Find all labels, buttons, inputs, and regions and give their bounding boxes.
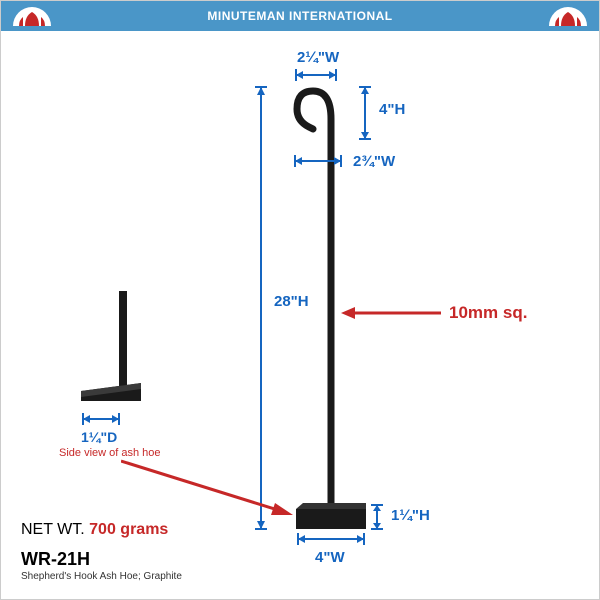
- dim-total-height: 28"H: [274, 293, 309, 310]
- dim-side-depth-bracket: [81, 413, 121, 427]
- net-weight-label: NET WT.: [21, 521, 85, 538]
- dim-hook-height-bracket: [359, 85, 373, 141]
- dim-base-width-bracket: [296, 533, 366, 547]
- net-weight-value: 700 grams: [89, 521, 168, 538]
- dim-side-depth: 1¼"D: [81, 429, 117, 445]
- dim-hook-width-bracket: [294, 69, 338, 83]
- net-weight: NET WT. 700 grams: [21, 521, 168, 539]
- dim-hook-width: 2¼"W: [297, 49, 339, 66]
- product-side-view: [71, 291, 151, 411]
- diagram-canvas: 2¼"W 4"H 2¾"W 28"H 1¼"H: [1, 31, 599, 599]
- dim-base-height-bracket: [371, 503, 385, 531]
- dim-base-width: 4"W: [315, 549, 345, 566]
- dim-neck-width-bracket: [293, 155, 343, 169]
- product-description: Shepherd's Hook Ash Hoe; Graphite: [21, 571, 182, 582]
- dim-base-height: 1¼"H: [391, 507, 430, 524]
- arrow-shaft-thickness: [341, 305, 441, 321]
- model-number: WR-21H: [21, 549, 90, 570]
- dim-hook-height: 4"H: [379, 101, 405, 118]
- brand-logo-icon: [547, 4, 589, 28]
- arrow-side-to-base: [121, 411, 301, 521]
- brand-logo-icon: [11, 4, 53, 28]
- header-bar: MINUTEMAN INTERNATIONAL: [1, 1, 599, 31]
- dim-neck-width: 2¾"W: [353, 153, 395, 170]
- dim-shaft-thickness: 10mm sq.: [449, 303, 527, 323]
- header-title: MINUTEMAN INTERNATIONAL: [207, 9, 392, 23]
